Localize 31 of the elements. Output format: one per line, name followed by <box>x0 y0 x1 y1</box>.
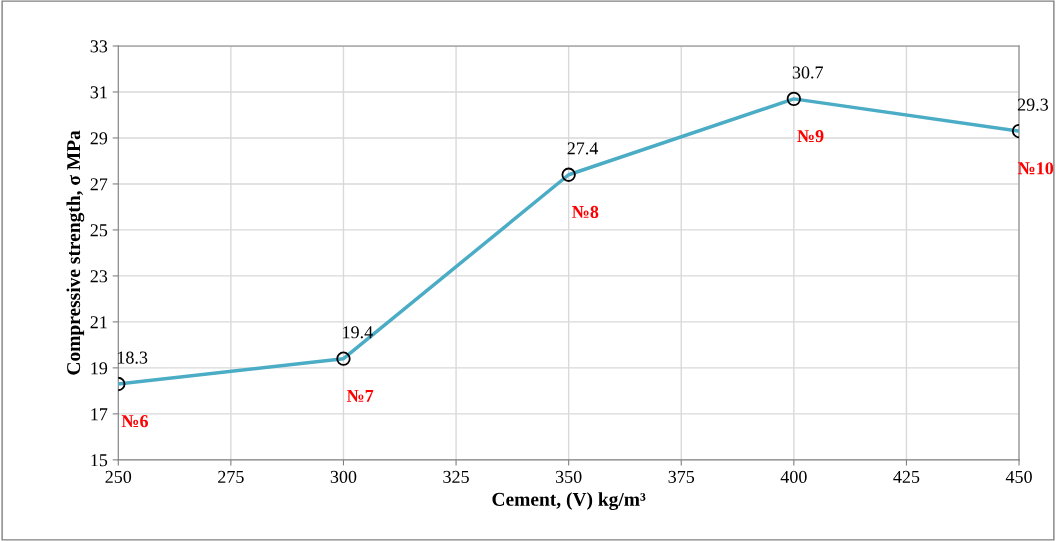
x-tick-label: 350 <box>555 470 582 483</box>
x-tick-label: 275 <box>218 470 244 483</box>
data-label: 29.3 <box>1017 98 1049 111</box>
y-tick-label: 17 <box>91 408 108 421</box>
data-label: 27.4 <box>567 142 599 155</box>
x-tick-label: 450 <box>1005 470 1032 483</box>
y-tick-label: 33 <box>90 40 108 53</box>
data-label: 19.4 <box>343 326 373 339</box>
annotation: №7 <box>346 389 374 402</box>
y-tick-label: 31 <box>90 86 107 99</box>
x-tick-label: 425 <box>893 470 920 483</box>
x-tick-label: 325 <box>443 470 469 483</box>
annotation: №6 <box>121 415 148 428</box>
x-tick-label: 375 <box>668 470 695 483</box>
annotation: №8 <box>572 205 599 219</box>
x-tick-label: 250 <box>105 470 132 483</box>
data-label: 18.3 <box>117 351 148 364</box>
y-tick-label: 25 <box>90 224 108 237</box>
annotation: №9 <box>797 130 824 143</box>
annotation: №10 <box>1017 162 1054 175</box>
y-axis-title: Compressive strength, σ MPa <box>66 130 85 375</box>
x-axis-title: Cement, (V) kg/m³ <box>492 492 646 510</box>
y-tick-label: 21 <box>90 316 107 329</box>
y-tick-label: 27 <box>90 178 108 191</box>
data-label: 30.7 <box>792 66 824 79</box>
x-tick-label: 400 <box>780 470 807 483</box>
y-tick-label: 23 <box>90 270 108 283</box>
y-tick-label: 29 <box>90 132 108 145</box>
x-tick-label: 300 <box>330 470 357 483</box>
y-tick-label: 19 <box>91 362 108 375</box>
y-tick-label: 15 <box>91 454 108 467</box>
